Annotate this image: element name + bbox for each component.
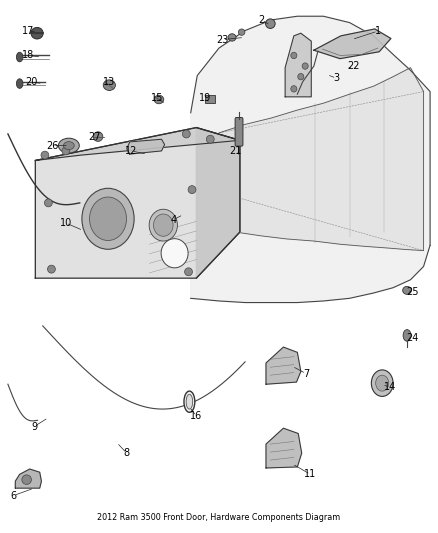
Ellipse shape xyxy=(103,80,116,91)
Text: 26: 26 xyxy=(46,141,59,151)
Ellipse shape xyxy=(16,79,23,88)
Text: 16: 16 xyxy=(190,411,202,421)
Ellipse shape xyxy=(58,138,79,153)
Text: 4: 4 xyxy=(170,215,177,225)
Ellipse shape xyxy=(302,63,308,69)
Polygon shape xyxy=(266,428,302,468)
Polygon shape xyxy=(35,127,240,160)
Text: 19: 19 xyxy=(199,93,211,103)
Text: 10: 10 xyxy=(60,218,72,228)
Text: 17: 17 xyxy=(22,26,35,36)
Ellipse shape xyxy=(47,265,55,273)
Polygon shape xyxy=(127,139,165,154)
Text: 25: 25 xyxy=(406,287,419,297)
Ellipse shape xyxy=(228,34,236,41)
Ellipse shape xyxy=(45,199,52,207)
Ellipse shape xyxy=(403,286,411,294)
Ellipse shape xyxy=(188,185,196,193)
Ellipse shape xyxy=(184,391,195,413)
Text: 13: 13 xyxy=(103,77,116,87)
Ellipse shape xyxy=(154,95,164,104)
Text: 18: 18 xyxy=(22,51,35,60)
Ellipse shape xyxy=(183,130,190,138)
Ellipse shape xyxy=(31,27,43,39)
FancyBboxPatch shape xyxy=(205,95,215,103)
Text: 3: 3 xyxy=(333,73,339,83)
Text: 24: 24 xyxy=(406,333,419,343)
Text: 6: 6 xyxy=(11,490,17,500)
Text: 14: 14 xyxy=(384,382,396,392)
Ellipse shape xyxy=(16,52,23,62)
Ellipse shape xyxy=(291,52,297,59)
Ellipse shape xyxy=(89,197,127,240)
Polygon shape xyxy=(219,68,424,251)
Ellipse shape xyxy=(291,86,297,92)
Text: 8: 8 xyxy=(124,448,130,458)
Text: 27: 27 xyxy=(89,132,101,142)
Ellipse shape xyxy=(265,19,275,28)
Ellipse shape xyxy=(186,394,193,409)
Text: 9: 9 xyxy=(31,422,37,432)
Ellipse shape xyxy=(153,214,173,236)
Polygon shape xyxy=(15,469,42,488)
Ellipse shape xyxy=(238,29,245,35)
Text: 2: 2 xyxy=(258,15,265,25)
Text: 15: 15 xyxy=(151,93,163,103)
Polygon shape xyxy=(314,29,391,59)
Text: 20: 20 xyxy=(25,77,37,87)
FancyBboxPatch shape xyxy=(235,117,243,146)
Text: 22: 22 xyxy=(347,61,359,71)
Ellipse shape xyxy=(161,239,188,268)
Text: 12: 12 xyxy=(125,146,137,156)
Text: 7: 7 xyxy=(303,369,309,378)
Polygon shape xyxy=(191,16,430,303)
Ellipse shape xyxy=(82,188,134,249)
Ellipse shape xyxy=(22,475,32,484)
Ellipse shape xyxy=(93,132,103,141)
Text: 2012 Ram 3500 Front Door, Hardware Components Diagram: 2012 Ram 3500 Front Door, Hardware Compo… xyxy=(97,513,341,522)
Circle shape xyxy=(376,375,389,391)
Text: 1: 1 xyxy=(375,26,381,36)
Polygon shape xyxy=(266,347,301,384)
Circle shape xyxy=(371,370,393,397)
Ellipse shape xyxy=(403,329,411,341)
Ellipse shape xyxy=(206,135,214,143)
Ellipse shape xyxy=(62,147,70,155)
Polygon shape xyxy=(196,127,240,278)
Polygon shape xyxy=(35,127,240,278)
Ellipse shape xyxy=(41,151,49,159)
Text: 21: 21 xyxy=(230,146,242,156)
Ellipse shape xyxy=(64,142,74,150)
Text: 23: 23 xyxy=(216,35,229,45)
Ellipse shape xyxy=(149,209,177,241)
Text: 11: 11 xyxy=(304,470,317,479)
Polygon shape xyxy=(285,33,311,97)
Ellipse shape xyxy=(298,74,304,80)
Ellipse shape xyxy=(185,268,192,276)
